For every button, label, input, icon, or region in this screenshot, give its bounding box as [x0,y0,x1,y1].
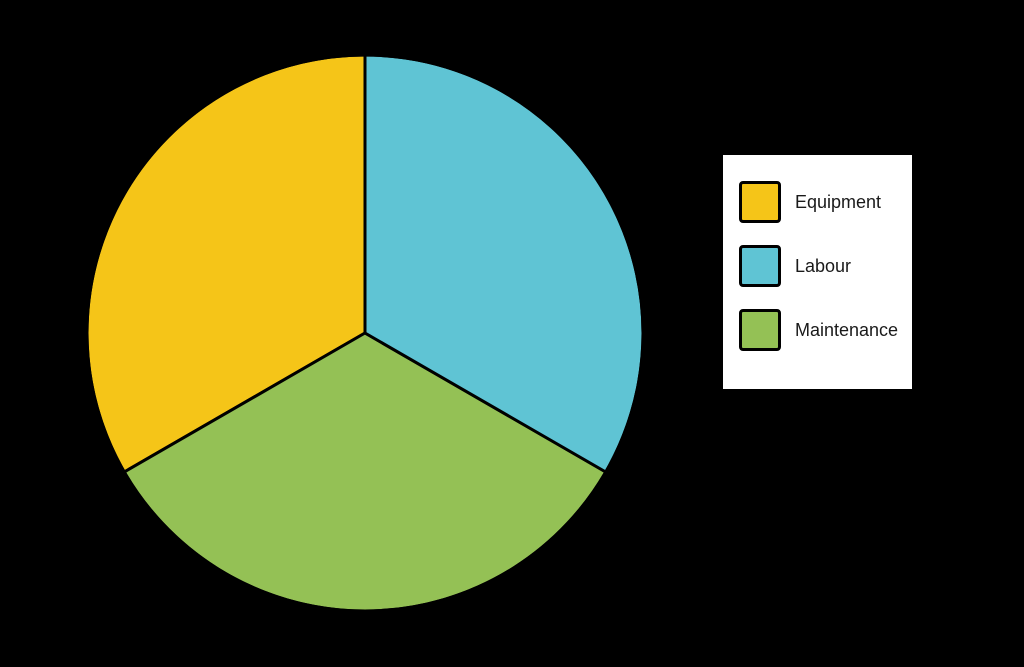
legend-item-equipment: Equipment [739,181,896,223]
legend-swatch [739,309,781,351]
legend-swatch [739,181,781,223]
pie-svg [85,13,645,653]
legend-swatch [739,245,781,287]
legend: Equipment Labour Maintenance [720,152,915,392]
legend-label: Labour [795,256,851,277]
pie-chart [85,13,645,653]
legend-label: Equipment [795,192,881,213]
legend-item-labour: Labour [739,245,896,287]
legend-item-maintenance: Maintenance [739,309,896,351]
legend-label: Maintenance [795,320,898,341]
